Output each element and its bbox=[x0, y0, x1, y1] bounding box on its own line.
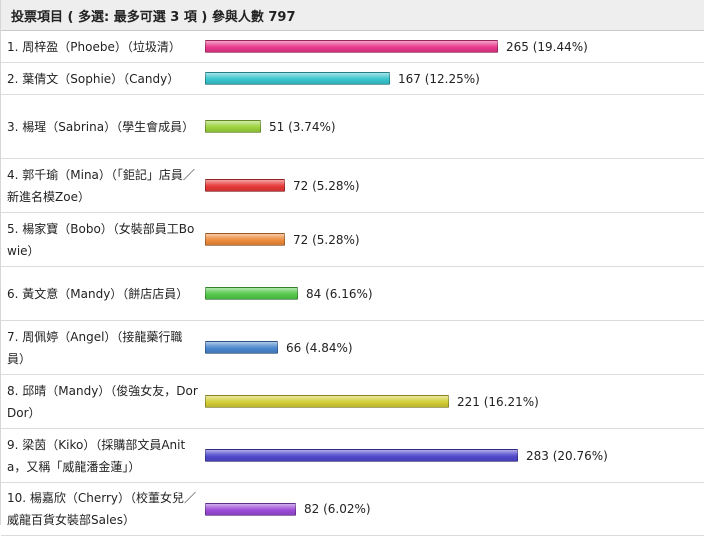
vote-count: 82 (6.02%) bbox=[304, 502, 371, 516]
vote-count: 167 (12.25%) bbox=[398, 71, 480, 86]
vote-count: 66 (4.84%) bbox=[286, 340, 353, 355]
option-label: 3. 楊瑆（Sabrina）（學生會成員） bbox=[7, 119, 195, 134]
poll-option-row: 7. 周佩婷（Angel）（接龍藥行職員） 66 (4.84%) bbox=[1, 321, 704, 375]
poll-option-row: 10. 楊嘉欣（Cherry）（校董女兒／威龍百貨女裝部Sales） 82 (6.… bbox=[1, 483, 704, 536]
vote-bar bbox=[205, 179, 285, 192]
poll-options: 1. 周梓盈（Phoebe）（垃圾清） 265 (19.44%) 2. 葉倩文（So… bbox=[1, 31, 704, 536]
vote-count: 51 (3.74%) bbox=[269, 119, 336, 134]
poll-header: 投票項目 ( 多選: 最多可選 3 項 ) 參與人數 797 bbox=[1, 0, 704, 31]
vote-bar-cell: 84 (6.16%) bbox=[199, 267, 704, 320]
vote-bar bbox=[205, 287, 298, 300]
poll-option-row: 9. 梁茵（Kiko）（採購部文員Anita，又稱「威龍潘金蓮」） 283 (20… bbox=[1, 429, 704, 483]
vote-bar bbox=[205, 341, 278, 354]
poll-option-row: 6. 黃文意（Mandy）（餅店店員） 84 (6.16%) bbox=[1, 267, 704, 321]
vote-bar-cell: 72 (5.28%) bbox=[199, 159, 704, 212]
poll-option-row: 8. 邱晴（Mandy）（俊強女友，Dor Dor） 221 (16.21%) bbox=[1, 375, 704, 429]
vote-count: 283 (20.76%) bbox=[526, 448, 608, 463]
vote-bar bbox=[205, 120, 261, 133]
vote-bar bbox=[205, 449, 518, 462]
vote-bar-cell: 221 (16.21%) bbox=[199, 375, 704, 428]
poll-option-row: 5. 楊家寶（Bobo）（女裝部員工Bowie） 72 (5.28%) bbox=[1, 213, 704, 267]
poll-option-row: 2. 葉倩文（Sophie）（Candy） 167 (12.25%) bbox=[1, 63, 704, 95]
option-label: 7. 周佩婷（Angel）（接龍藥行職員） bbox=[7, 329, 183, 366]
vote-bar bbox=[205, 233, 285, 246]
vote-bar-cell: 66 (4.84%) bbox=[199, 321, 704, 374]
vote-bar bbox=[205, 502, 296, 516]
vote-bar-cell: 283 (20.76%) bbox=[199, 429, 704, 482]
vote-bar-cell: 265 (19.44%) bbox=[199, 31, 704, 62]
option-label: 10. 楊嘉欣（Cherry）（校董女兒／威龍百貨女裝部Sales） bbox=[7, 491, 197, 527]
participants-count: 797 bbox=[268, 10, 296, 25]
option-label: 1. 周梓盈（Phoebe）（垃圾清） bbox=[7, 39, 181, 54]
poll-title: 投票項目 bbox=[11, 10, 64, 25]
vote-bar bbox=[205, 40, 498, 53]
vote-count: 265 (19.44%) bbox=[506, 39, 588, 54]
poll-option-row: 1. 周梓盈（Phoebe）（垃圾清） 265 (19.44%) bbox=[1, 31, 704, 63]
option-label: 8. 邱晴（Mandy）（俊強女友，Dor Dor） bbox=[7, 383, 202, 420]
option-label: 5. 楊家寶（Bobo）（女裝部員工Bowie） bbox=[7, 221, 195, 258]
vote-bar bbox=[205, 72, 390, 85]
poll-option-row: 3. 楊瑆（Sabrina）（學生會成員） 51 (3.74%) bbox=[1, 95, 704, 159]
option-label: 2. 葉倩文（Sophie）（Candy） bbox=[7, 71, 180, 86]
vote-bar-cell: 51 (3.74%) bbox=[199, 95, 704, 158]
vote-bar-cell: 82 (6.02%) bbox=[199, 483, 704, 535]
participants-label: 參與人數 bbox=[211, 10, 264, 25]
vote-count: 72 (5.28%) bbox=[293, 178, 360, 193]
option-label: 6. 黃文意（Mandy）（餅店店員） bbox=[7, 286, 189, 301]
option-label: 4. 郭千瑜（Mina）（「鉅記」店員／新進名模Zoe） bbox=[7, 167, 195, 204]
vote-bar-cell: 72 (5.28%) bbox=[199, 213, 704, 266]
vote-count: 221 (16.21%) bbox=[457, 394, 539, 409]
option-label: 9. 梁茵（Kiko）（採購部文員Anita，又稱「威龍潘金蓮」） bbox=[7, 437, 186, 474]
vote-bar bbox=[205, 395, 449, 408]
vote-count: 84 (6.16%) bbox=[306, 286, 373, 301]
poll-rule: ( 多選: 最多可選 3 項 ) bbox=[67, 10, 208, 25]
vote-bar-cell: 167 (12.25%) bbox=[199, 63, 704, 94]
vote-count: 72 (5.28%) bbox=[293, 232, 360, 247]
poll-option-row: 4. 郭千瑜（Mina）（「鉅記」店員／新進名模Zoe） 72 (5.28%) bbox=[1, 159, 704, 213]
